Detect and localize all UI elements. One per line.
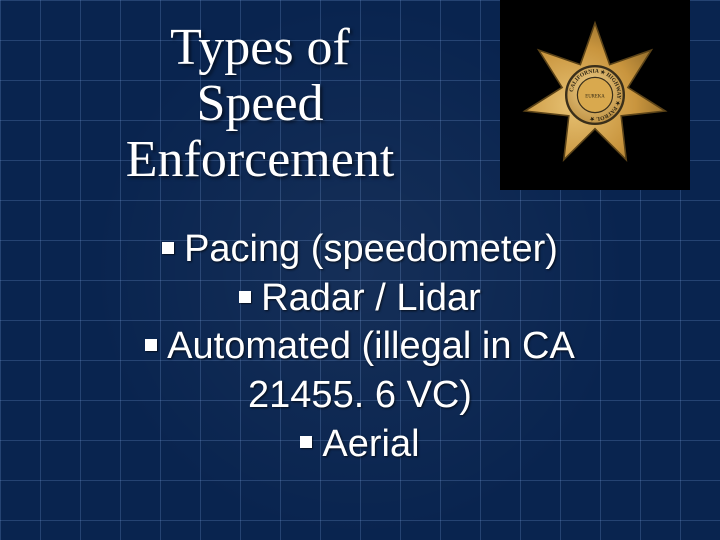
title-line-1: Types of: [170, 19, 350, 76]
bullet-marker-icon: [300, 436, 312, 448]
bullet-item-3: Automated (illegal in CA: [30, 322, 690, 371]
bullet-marker-icon: [145, 339, 157, 351]
bullet-text-line1: Automated (illegal in CA: [167, 325, 575, 367]
chp-badge-backdrop: CALIFORNIA ★ HIGHWAY ★ PATROL ★ EUREKA: [500, 0, 690, 190]
bullet-item-1: Pacing (speedometer): [30, 225, 690, 274]
bullet-text: Aerial: [322, 423, 419, 465]
bullet-item-3-wrap: 21455. 6 VC): [30, 371, 690, 420]
bullet-text-line2: 21455. 6 VC): [248, 374, 472, 416]
title-line-2: Speed: [196, 75, 323, 132]
badge-center-text: EUREKA: [585, 94, 605, 99]
title-line-3: Enforcement: [126, 131, 395, 188]
slide-title-container: Types of Speed Enforcement: [80, 20, 440, 188]
bullet-marker-icon: [162, 242, 174, 254]
slide-title: Types of Speed Enforcement: [80, 20, 440, 188]
bullet-text: Radar / Lidar: [261, 277, 481, 319]
bullet-list: Pacing (speedometer) Radar / Lidar Autom…: [0, 225, 720, 468]
bullet-text: Pacing (speedometer): [184, 228, 558, 270]
bullet-item-4: Aerial: [30, 420, 690, 469]
chp-badge-icon: CALIFORNIA ★ HIGHWAY ★ PATROL ★ EUREKA: [515, 15, 675, 175]
bullet-item-2: Radar / Lidar: [30, 274, 690, 323]
bullet-marker-icon: [239, 291, 251, 303]
